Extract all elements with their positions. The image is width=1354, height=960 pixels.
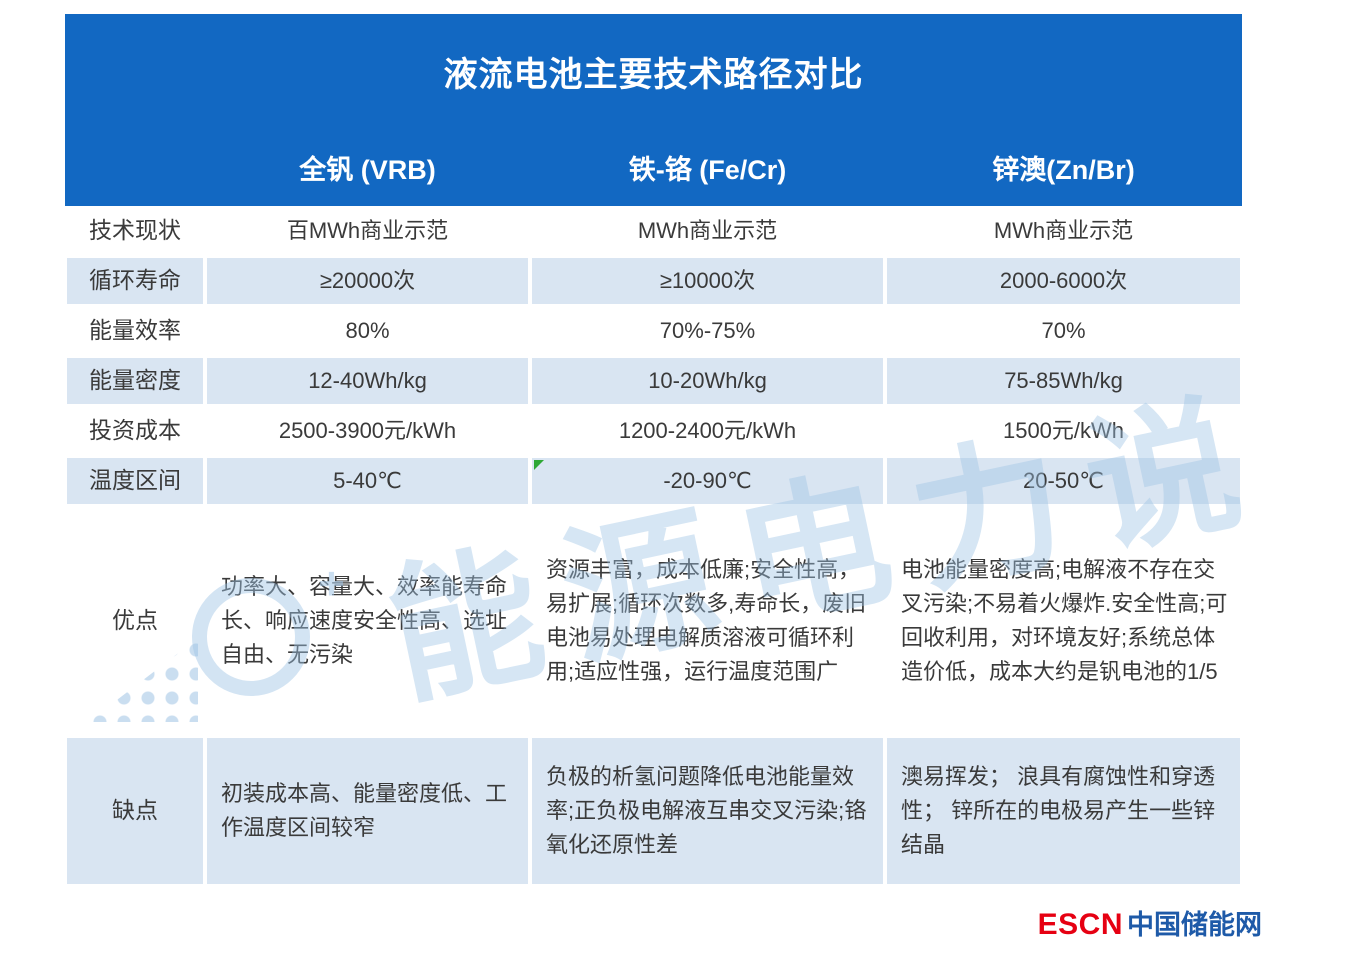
comparison-table: 液流电池主要技术路径对比 全钒 (VRB) 铁-铬 (Fe/Cr) 锌澳(Zn/…: [65, 14, 1242, 886]
row-label: 投资成本: [65, 406, 205, 456]
cell-cons-fecr: 负极的析氢问题降低电池能量效率;正负极电解液互串交叉污染;铬氧化还原性差: [530, 736, 885, 886]
cell-pros-znbr: 电池能量密度高;电解液不存在交叉污染;不易着火爆炸.安全性高;可回收利用，对环境…: [885, 506, 1242, 736]
cell-eff-fecr: 70%-75%: [530, 306, 885, 356]
comment-marker-icon: [534, 460, 544, 470]
cell-pros-fecr: 资源丰富，成本低廉;安全性高，易扩展;循环次数多,寿命长，废旧电池易处理电解质溶…: [530, 506, 885, 736]
row-label: 能量密度: [65, 356, 205, 406]
row-label: 温度区间: [65, 456, 205, 506]
cell-status-znbr: MWh商业示范: [885, 206, 1242, 256]
row-label: 循环寿命: [65, 256, 205, 306]
cell-cost-vrb: 2500-3900元/kWh: [205, 406, 530, 456]
row-label: 能量效率: [65, 306, 205, 356]
cell-cycle-vrb: ≥20000次: [205, 256, 530, 306]
table-title: 液流电池主要技术路径对比: [443, 55, 864, 94]
table-row-cycle-life: 循环寿命 ≥20000次 ≥10000次 2000-6000次: [65, 256, 1242, 306]
column-header-row: 全钒 (VRB) 铁-铬 (Fe/Cr) 锌澳(Zn/Br): [65, 128, 1242, 206]
cell-density-znbr: 75-85Wh/kg: [885, 356, 1242, 406]
cell-cycle-fecr: ≥10000次: [530, 256, 885, 306]
row-label: 缺点: [65, 736, 205, 886]
table-row-energy-density: 能量密度 12-40Wh/kg 10-20Wh/kg 75-85Wh/kg: [65, 356, 1242, 406]
cell-density-fecr: 10-20Wh/kg: [530, 356, 885, 406]
cell-status-fecr: MWh商业示范: [530, 206, 885, 256]
cell-temp-fecr-text: -20-90℃: [663, 468, 752, 494]
table-row-efficiency: 能量效率 80% 70%-75% 70%: [65, 306, 1242, 356]
escn-logo-text: ESCN: [1037, 908, 1123, 941]
column-header-znbr: 锌澳(Zn/Br): [992, 154, 1135, 185]
column-header-vrb: 全钒 (VRB): [299, 154, 436, 185]
cell-eff-vrb: 80%: [205, 306, 530, 356]
row-label: 优点: [65, 506, 205, 736]
table-header-band: 液流电池主要技术路径对比 全钒 (VRB) 铁-铬 (Fe/Cr) 锌澳(Zn/…: [65, 14, 1242, 206]
cell-cons-vrb: 初装成本高、能量密度低、工作温度区间较窄: [205, 736, 530, 886]
cell-cost-znbr: 1500元/kWh: [885, 406, 1242, 456]
cell-eff-znbr: 70%: [885, 306, 1242, 356]
cell-temp-vrb: 5-40℃: [205, 456, 530, 506]
cell-pros-vrb: 功率大、容量大、效率能寿命长、响应速度安全性高、选址自由、无污染: [205, 506, 530, 736]
table-row-disadvantages: 缺点 初装成本高、能量密度低、工作温度区间较窄 负极的析氢问题降低电池能量效率;…: [65, 736, 1242, 886]
table-row-advantages: 优点 功率大、容量大、效率能寿命长、响应速度安全性高、选址自由、无污染 资源丰富…: [65, 506, 1242, 736]
cell-status-vrb: 百MWh商业示范: [205, 206, 530, 256]
column-header-fecr: 铁-铬 (Fe/Cr): [628, 154, 787, 185]
table-row-cost: 投资成本 2500-3900元/kWh 1200-2400元/kWh 1500元…: [65, 406, 1242, 456]
cell-temp-fecr: -20-90℃: [530, 456, 885, 506]
cell-temp-znbr: 20-50℃: [885, 456, 1242, 506]
row-label: 技术现状: [65, 206, 205, 256]
escn-brand-logo: ESCN 中国储能网: [1038, 903, 1262, 942]
cell-cons-znbr: 澳易挥发； 浪具有腐蚀性和穿透性； 锌所在的电极易产生一些锌结晶: [885, 736, 1242, 886]
table-row-status: 技术现状 百MWh商业示范 MWh商业示范 MWh商业示范: [65, 206, 1242, 256]
cell-cycle-znbr: 2000-6000次: [885, 256, 1242, 306]
cell-density-vrb: 12-40Wh/kg: [205, 356, 530, 406]
cell-cost-fecr: 1200-2400元/kWh: [530, 406, 885, 456]
escn-site-name: 中国储能网: [1127, 910, 1262, 940]
table-row-temperature: 温度区间 5-40℃ -20-90℃ 20-50℃: [65, 456, 1242, 506]
